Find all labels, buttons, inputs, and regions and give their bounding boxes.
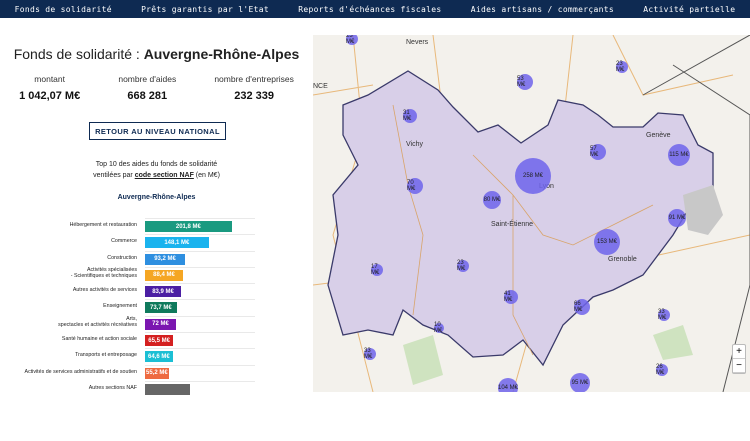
bar-chart: Hébergement et restauration 201,8 M€ Comme… — [0, 218, 313, 397]
map-background — [313, 35, 750, 392]
bar-label: Commerce — [111, 238, 137, 245]
desc-line2: ventilées par code section NAF (en M€) — [0, 170, 313, 181]
zoom-controls: + − — [732, 344, 746, 374]
top-nav: Fonds de solidarité Prêts garantis par l… — [0, 0, 750, 18]
bar-row: Transports et entreposage 64,6 M€ — [75, 348, 255, 364]
city-label: Nevers — [406, 39, 429, 46]
bar-row: Activités de services administratifs et … — [25, 364, 255, 381]
stat-value: 232 339 — [234, 90, 274, 102]
stat-label: nombre d'aides — [118, 74, 177, 84]
map[interactable]: NeversVichyLyonSaint-ÉtienneGenèveGrenob… — [313, 35, 750, 392]
bar-row: Hébergement et restauration 201,8 M€ — [70, 218, 255, 234]
bar-label: Santé humaine et action sociale — [61, 336, 137, 343]
stat-value: 1 042,07 M€ — [19, 90, 81, 102]
amount-bubble[interactable]: 57 M€ — [590, 144, 606, 160]
title-region: Auvergne-Rhône-Alpes — [143, 46, 300, 62]
amount-bubble[interactable]: 41 M€ — [504, 290, 518, 304]
chart-description: Top 10 des aides du fonds de solidarité … — [0, 159, 313, 181]
bar[interactable]: 83,9 M€ — [145, 286, 182, 298]
bar-row: Autres activités de services 83,9 M€ — [73, 283, 255, 299]
region-auvergne-rhone-alpes — [327, 70, 714, 367]
bar-row: Enseignement 73,7 M€ — [103, 299, 255, 315]
bar-label: Transports et entreposage — [75, 352, 137, 359]
amount-bubble[interactable]: 23 M€ — [346, 35, 358, 45]
nav-activite-partielle[interactable]: Activité partielle — [643, 4, 736, 14]
bar[interactable]: 55,2 M€ — [145, 367, 169, 379]
city-label: NCE — [313, 83, 328, 90]
bar-label: Activités spécialisées - Scientifiques e… — [70, 266, 137, 279]
amount-bubble[interactable]: 53 M€ — [517, 74, 533, 90]
amount-bubble[interactable]: 70 M€ — [407, 178, 423, 194]
bar-label: Enseignement — [103, 303, 137, 310]
amount-bubble[interactable]: 115 M€ — [668, 144, 690, 166]
amount-bubble[interactable]: 91 M€ — [668, 209, 686, 227]
city-label: Vichy — [406, 141, 423, 148]
naf-link[interactable]: code section NAF — [134, 172, 194, 179]
bar-row: Construction 93,2 M€ — [107, 250, 255, 267]
nav-fonds-solidarite[interactable]: Fonds de solidarité — [14, 4, 112, 14]
desc-text: ventilées par — [93, 172, 135, 179]
amount-bubble[interactable]: 17 M€ — [371, 264, 383, 276]
bar-row: Arts, spectacles et activités récréative… — [58, 315, 255, 332]
left-panel: Fonds de solidarité : Auvergne-Rhône-Alp… — [0, 18, 313, 398]
stat-label: nombre d'entreprises — [214, 74, 294, 84]
bar[interactable]: 88,4 M€ — [145, 269, 183, 281]
desc-text: (en M€) — [193, 172, 220, 179]
amount-bubble[interactable]: 153 M€ — [594, 229, 620, 255]
bar-row: Santé humaine et action sociale 65,5 M€ — [62, 332, 255, 348]
nav-reports-echeances[interactable]: Reports d'échéances fiscales — [298, 4, 442, 14]
stat-nombre-entreprises: nombre d'entreprises 232 339 — [214, 74, 294, 102]
page-title: Fonds de solidarité : Auvergne-Rhône-Alp… — [0, 46, 313, 62]
bar-label: Activités de services administratifs et … — [24, 368, 137, 375]
title-prefix: Fonds de solidarité : — [13, 46, 144, 62]
zoom-out-button[interactable]: − — [733, 359, 745, 373]
nav-prets-garantis[interactable]: Prêts garantis par l'Etat — [141, 4, 269, 14]
bar[interactable]: 148,1 M€ — [145, 237, 209, 249]
stats: montant 1 042,07 M€ nombre d'aides 668 281… — [0, 74, 313, 102]
amount-bubble[interactable]: 258 M€ — [515, 158, 551, 194]
city-label: Grenoble — [608, 256, 637, 263]
amount-bubble[interactable]: 23 M€ — [457, 260, 469, 272]
amount-bubble[interactable]: 95 M€ — [570, 373, 590, 392]
bar[interactable]: 73,7 M€ — [145, 302, 177, 314]
stat-nombre-aides: nombre d'aides 668 281 — [118, 74, 176, 102]
stat-value: 668 281 — [127, 90, 168, 102]
bar[interactable]: 64,6 M€ — [145, 351, 173, 363]
desc-line1: Top 10 des aides du fonds de solidarité — [95, 161, 218, 168]
stat-label: montant — [34, 74, 65, 84]
bar[interactable] — [145, 383, 191, 395]
bar-row: Activités spécialisées - Scientifiques e… — [71, 266, 255, 283]
zoom-in-button[interactable]: + — [733, 345, 745, 359]
bar[interactable]: 93,2 M€ — [145, 253, 186, 265]
bar-label: Construction — [107, 254, 137, 261]
back-to-national-button[interactable]: RETOUR AU NIVEAU NATIONAL — [89, 122, 226, 140]
amount-bubble[interactable]: 104 M€ — [498, 378, 518, 392]
chart-title: Auvergne-Rhône-Alpes — [117, 194, 196, 201]
amount-bubble[interactable]: 33 M€ — [364, 348, 376, 360]
amount-bubble[interactable]: 80 M€ — [483, 191, 501, 209]
amount-bubble[interactable]: 33 M€ — [658, 309, 670, 321]
bar-label: Autres activités de services — [72, 287, 137, 294]
stat-montant: montant 1 042,07 M€ — [19, 74, 80, 102]
bar-label: Hébergement et restauration — [69, 222, 137, 228]
bar[interactable]: 72 M€ — [145, 318, 176, 330]
bar-label: Autres sections NAF — [88, 384, 137, 391]
bar-label: Arts, spectacles et activités récréative… — [58, 315, 137, 328]
amount-bubble[interactable]: 10 M€ — [434, 322, 444, 334]
bar[interactable]: 201,8 M€ — [145, 221, 232, 232]
bar[interactable]: 65,5 M€ — [145, 335, 174, 347]
city-label: Genève — [646, 132, 671, 139]
amount-bubble[interactable]: 23 M€ — [616, 61, 628, 73]
amount-bubble[interactable]: 66 M€ — [574, 299, 590, 315]
amount-bubble[interactable]: 26 M€ — [656, 364, 668, 376]
nav-aides-artisans[interactable]: Aides artisans / commerçants — [470, 4, 614, 14]
city-label: Saint-Étienne — [491, 221, 534, 228]
bar-row: Autres sections NAF — [89, 380, 255, 397]
bar-row: Commerce 148,1 M€ — [111, 234, 255, 250]
amount-bubble[interactable]: 31 M€ — [403, 109, 417, 123]
